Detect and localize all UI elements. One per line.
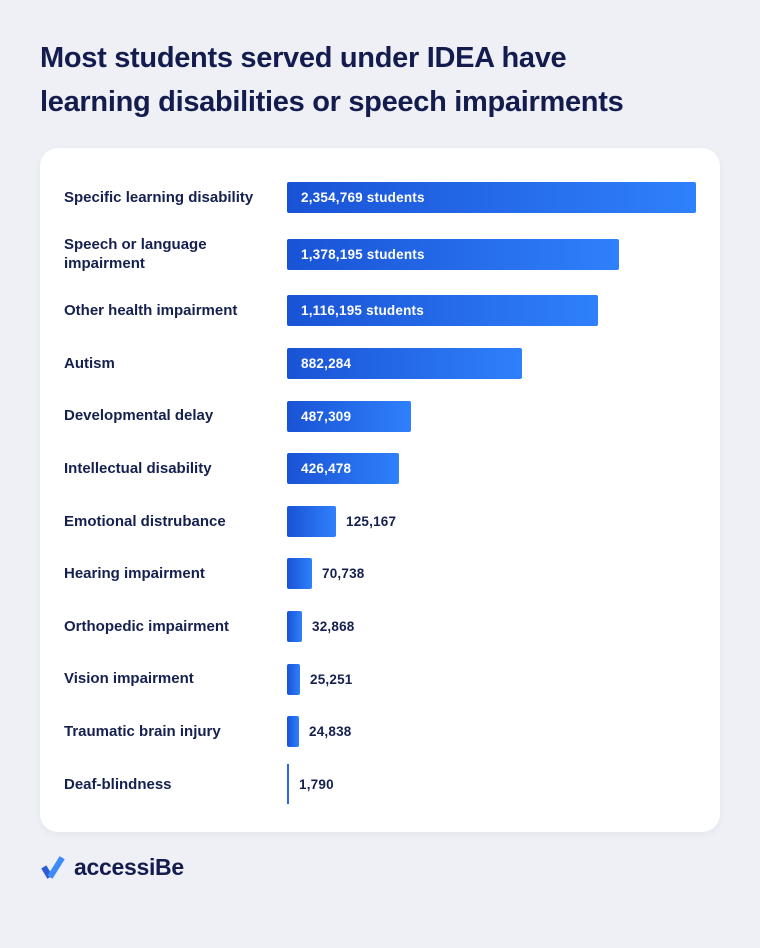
bar-track: 1,116,195 students (287, 295, 696, 327)
chart-row: Vision impairment 25,251 (64, 663, 696, 695)
bar-track: 125,167 (287, 505, 696, 537)
bar-value: 1,790 (299, 776, 334, 792)
bar-track: 24,838 (287, 716, 696, 748)
bar-track: 426,478 (287, 453, 696, 485)
chart-row: Specific learning disability 2,354,769 st… (64, 182, 696, 213)
bar-value: 2,354,769 students (301, 190, 425, 205)
category-label: Specific learning disability (64, 188, 254, 206)
bar: 487,309 (287, 400, 411, 432)
chart-row: Other health impairment 1,116,195 student… (64, 295, 696, 327)
bar-track: 1,790 (287, 764, 696, 805)
bar (287, 764, 289, 805)
bar-value: 487,309 (301, 408, 352, 424)
category-label: Other health impairment (64, 302, 238, 319)
footer-brand: accessiBe (40, 854, 720, 881)
bar-track: 882,284 (287, 347, 696, 379)
bar-value: 125,167 (346, 513, 397, 529)
category-label: Vision impairment (64, 670, 194, 688)
chart-row: Traumatic brain injury 24,838 (64, 716, 696, 748)
bar-value: 32,868 (312, 619, 355, 634)
category-label: Emotional distrubance (64, 512, 226, 530)
chart-row: Orthopedic impairment 32,868 (64, 611, 696, 642)
bar: 882,284 (287, 347, 522, 379)
bar-value: 426,478 (301, 461, 352, 477)
bar (287, 663, 300, 695)
bar-value: 1,116,195 students (301, 303, 424, 319)
bar-track: 1,378,195 students (287, 238, 696, 270)
category-label: Orthopedic impairment (64, 617, 230, 635)
bar: 1,378,195 students (287, 238, 619, 270)
bar-value: 24,838 (309, 724, 352, 740)
category-label: Speech or language impairment (64, 235, 207, 273)
bar-track: 32,868 (287, 611, 696, 642)
bar: 1,116,195 students (287, 295, 598, 327)
bar-track: 25,251 (287, 663, 696, 695)
chart-row: Autism 882,284 (64, 347, 696, 379)
bar-value: 70,738 (322, 566, 365, 582)
bar-value: 882,284 (301, 355, 352, 371)
bar: 2,354,769 students (287, 182, 696, 213)
chart-row: Deaf-blindness 1,790 (64, 764, 696, 805)
bar: 426,478 (287, 453, 399, 485)
bar-value: 1,378,195 students (301, 246, 425, 262)
page-title: Most students served under IDEA have lea… (40, 42, 624, 118)
category-label: Deaf-blindness (64, 775, 172, 793)
bar-track: 2,354,769 students (287, 182, 696, 213)
chart-row: Intellectual disability 426,478 (64, 453, 696, 485)
category-label: Hearing impairment (64, 565, 205, 583)
category-label: Developmental delay (64, 407, 214, 425)
category-label: Intellectual disability (64, 459, 212, 477)
chart-card: Specific learning disability 2,354,769 st… (40, 148, 720, 832)
category-label: Autism (64, 354, 115, 372)
chart-row: Hearing impairment 70,738 (64, 558, 696, 590)
bar-value: 25,251 (310, 671, 353, 687)
accessibe-checkmark-icon (41, 855, 65, 879)
chart-row: Speech or language impairment 1,378,195 s… (64, 235, 696, 274)
bar (287, 611, 302, 642)
brand-name: accessiBe (74, 854, 184, 880)
bar-track: 487,309 (287, 400, 696, 432)
bar-track: 70,738 (287, 558, 696, 590)
chart-row: Emotional distrubance 125,167 (64, 505, 696, 537)
bar (287, 558, 312, 590)
bar (287, 716, 299, 748)
bar (287, 505, 336, 537)
category-label: Traumatic brain injury (64, 723, 221, 740)
chart-row: Developmental delay 487,309 (64, 400, 696, 432)
